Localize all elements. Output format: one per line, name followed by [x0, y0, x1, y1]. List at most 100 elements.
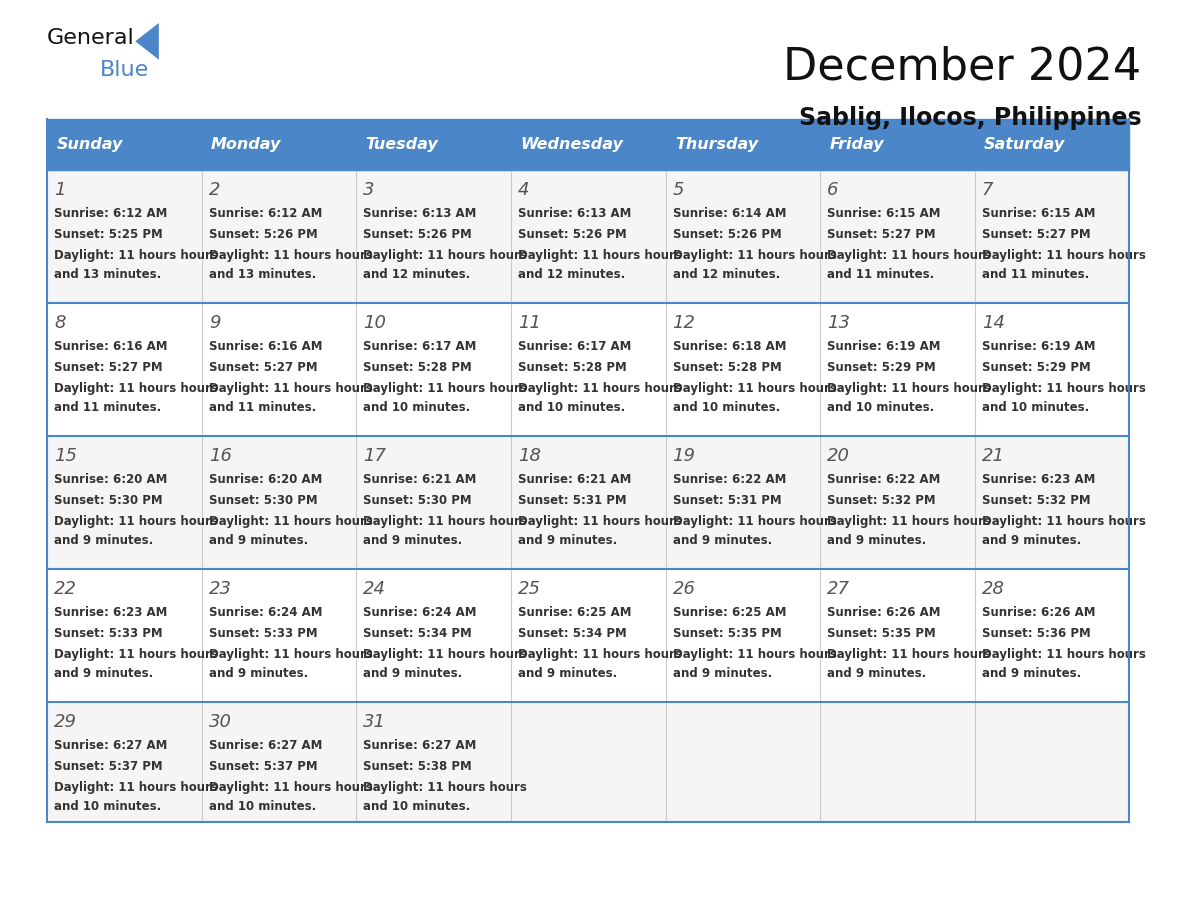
Bar	[511, 569, 665, 702]
Text: Daylight: 11 hours hours: Daylight: 11 hours hours	[209, 382, 373, 395]
Text: and 11 minutes.: and 11 minutes.	[209, 401, 316, 414]
Text: Daylight: 11 hours hours: Daylight: 11 hours hours	[518, 515, 682, 528]
Text: Sunrise: 6:12 AM: Sunrise: 6:12 AM	[209, 207, 322, 219]
Text: and 9 minutes.: and 9 minutes.	[364, 667, 462, 680]
Bar	[48, 436, 202, 569]
Text: Sunrise: 6:25 AM: Sunrise: 6:25 AM	[518, 606, 632, 619]
Bar	[511, 702, 665, 822]
Text: Sunrise: 6:27 AM: Sunrise: 6:27 AM	[364, 739, 476, 752]
Text: Sunrise: 6:13 AM: Sunrise: 6:13 AM	[364, 207, 476, 219]
Bar	[48, 170, 202, 303]
Text: Sunrise: 6:23 AM: Sunrise: 6:23 AM	[55, 606, 168, 619]
Text: Daylight: 11 hours hours: Daylight: 11 hours hours	[518, 648, 682, 661]
Text: Sunrise: 6:12 AM: Sunrise: 6:12 AM	[55, 207, 168, 219]
Bar	[665, 303, 820, 436]
Bar	[820, 702, 975, 822]
Text: Daylight: 11 hours hours: Daylight: 11 hours hours	[672, 648, 836, 661]
Bar	[975, 119, 1130, 170]
Text: and 13 minutes.: and 13 minutes.	[55, 268, 162, 281]
Bar	[511, 170, 665, 303]
Text: Sunrise: 6:20 AM: Sunrise: 6:20 AM	[209, 473, 322, 486]
Text: Sunset: 5:34 PM: Sunset: 5:34 PM	[518, 627, 627, 640]
Text: Sunset: 5:30 PM: Sunset: 5:30 PM	[209, 494, 317, 507]
Text: Daylight: 11 hours hours: Daylight: 11 hours hours	[364, 515, 527, 528]
Text: Daylight: 11 hours hours: Daylight: 11 hours hours	[981, 382, 1145, 395]
Text: Sunrise: 6:26 AM: Sunrise: 6:26 AM	[981, 606, 1095, 619]
Text: Sunset: 5:33 PM: Sunset: 5:33 PM	[209, 627, 317, 640]
Text: Sunrise: 6:22 AM: Sunrise: 6:22 AM	[827, 473, 941, 486]
Text: and 11 minutes.: and 11 minutes.	[981, 268, 1089, 281]
Text: 29: 29	[55, 713, 77, 732]
Text: Sunset: 5:27 PM: Sunset: 5:27 PM	[55, 361, 163, 374]
Text: and 10 minutes.: and 10 minutes.	[55, 800, 162, 813]
Text: Daylight: 11 hours hours: Daylight: 11 hours hours	[827, 249, 991, 262]
Text: Sunrise: 6:27 AM: Sunrise: 6:27 AM	[209, 739, 322, 752]
Text: 26: 26	[672, 580, 696, 599]
Text: Tuesday: Tuesday	[366, 137, 438, 152]
Text: Daylight: 11 hours hours: Daylight: 11 hours hours	[364, 382, 527, 395]
Text: Daylight: 11 hours hours: Daylight: 11 hours hours	[981, 515, 1145, 528]
Bar	[202, 569, 356, 702]
Bar	[202, 436, 356, 569]
Text: and 9 minutes.: and 9 minutes.	[364, 534, 462, 547]
Text: and 9 minutes.: and 9 minutes.	[672, 667, 772, 680]
Text: and 9 minutes.: and 9 minutes.	[672, 534, 772, 547]
Text: and 9 minutes.: and 9 minutes.	[981, 667, 1081, 680]
Bar	[356, 303, 511, 436]
Text: Sunset: 5:26 PM: Sunset: 5:26 PM	[364, 228, 472, 241]
Text: 18: 18	[518, 447, 541, 465]
Text: 28: 28	[981, 580, 1005, 599]
Bar	[48, 569, 202, 702]
Text: Sunset: 5:32 PM: Sunset: 5:32 PM	[827, 494, 936, 507]
Text: Sunset: 5:26 PM: Sunset: 5:26 PM	[518, 228, 627, 241]
Text: Sunset: 5:28 PM: Sunset: 5:28 PM	[364, 361, 472, 374]
Text: Sunrise: 6:16 AM: Sunrise: 6:16 AM	[55, 340, 168, 353]
Text: 7: 7	[981, 181, 993, 199]
Bar	[665, 170, 820, 303]
Text: and 10 minutes.: and 10 minutes.	[672, 401, 779, 414]
Text: Daylight: 11 hours hours: Daylight: 11 hours hours	[209, 249, 373, 262]
Text: 4: 4	[518, 181, 530, 199]
Text: 12: 12	[672, 314, 696, 332]
Text: 20: 20	[827, 447, 851, 465]
Bar	[202, 702, 356, 822]
Text: 19: 19	[672, 447, 696, 465]
Bar	[820, 436, 975, 569]
Text: and 11 minutes.: and 11 minutes.	[55, 401, 162, 414]
Text: Daylight: 11 hours hours: Daylight: 11 hours hours	[209, 648, 373, 661]
Text: Daylight: 11 hours hours: Daylight: 11 hours hours	[55, 515, 217, 528]
Text: Sunset: 5:26 PM: Sunset: 5:26 PM	[672, 228, 782, 241]
Text: Sunrise: 6:16 AM: Sunrise: 6:16 AM	[209, 340, 322, 353]
Text: 3: 3	[364, 181, 375, 199]
Text: Sunrise: 6:14 AM: Sunrise: 6:14 AM	[672, 207, 786, 219]
Text: Daylight: 11 hours hours: Daylight: 11 hours hours	[672, 515, 836, 528]
Text: Sunrise: 6:17 AM: Sunrise: 6:17 AM	[518, 340, 631, 353]
Bar	[975, 569, 1130, 702]
Text: and 9 minutes.: and 9 minutes.	[209, 534, 308, 547]
Text: and 10 minutes.: and 10 minutes.	[364, 401, 470, 414]
Text: and 12 minutes.: and 12 minutes.	[672, 268, 779, 281]
Bar	[665, 569, 820, 702]
Text: 16: 16	[209, 447, 232, 465]
Text: Sunrise: 6:22 AM: Sunrise: 6:22 AM	[672, 473, 786, 486]
Text: Sunset: 5:38 PM: Sunset: 5:38 PM	[364, 760, 472, 773]
Text: Monday: Monday	[211, 137, 282, 152]
Text: Daylight: 11 hours hours: Daylight: 11 hours hours	[518, 249, 682, 262]
Text: 17: 17	[364, 447, 386, 465]
Bar	[48, 702, 202, 822]
Text: Daylight: 11 hours hours: Daylight: 11 hours hours	[981, 249, 1145, 262]
Text: Sunset: 5:37 PM: Sunset: 5:37 PM	[209, 760, 317, 773]
Text: Daylight: 11 hours hours: Daylight: 11 hours hours	[55, 648, 217, 661]
Text: Sunrise: 6:21 AM: Sunrise: 6:21 AM	[518, 473, 631, 486]
Text: Sunset: 5:32 PM: Sunset: 5:32 PM	[981, 494, 1091, 507]
Bar	[511, 119, 665, 170]
Text: and 9 minutes.: and 9 minutes.	[55, 667, 153, 680]
Text: 24: 24	[364, 580, 386, 599]
Bar	[48, 303, 202, 436]
Text: Sunrise: 6:20 AM: Sunrise: 6:20 AM	[55, 473, 168, 486]
Bar	[975, 170, 1130, 303]
Text: Blue: Blue	[100, 60, 150, 80]
Text: Sunrise: 6:13 AM: Sunrise: 6:13 AM	[518, 207, 631, 219]
Bar	[820, 170, 975, 303]
Text: 25: 25	[518, 580, 541, 599]
